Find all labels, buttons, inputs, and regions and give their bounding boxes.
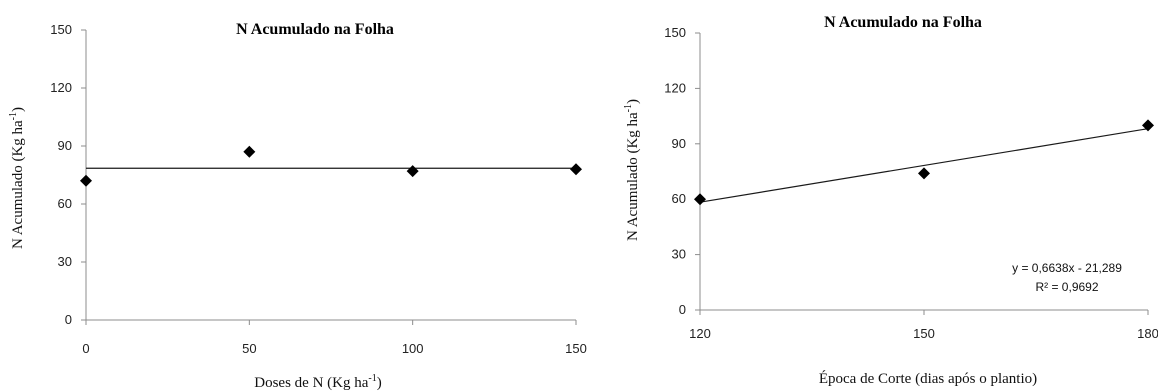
chart-right-x-axis-title: Época de Corte (dias após o plantio) — [819, 370, 1037, 387]
chart-right-ylabel-sup: -1 — [623, 104, 634, 112]
y-tick-label: 0 — [65, 312, 72, 327]
chart-right-y-axis-title: N Acumulado (Kg ha-1) — [623, 99, 641, 241]
chart-right-ylabel-main: N Acumulado (Kg ha — [625, 112, 641, 241]
chart-right-r-squared: R² = 0,9692 — [1035, 280, 1098, 294]
chart-left-title: N Acumulado na Folha — [236, 21, 394, 38]
y-tick-label: 120 — [664, 80, 686, 95]
chart-right-ylabel-end: ) — [625, 99, 641, 104]
y-tick-label: 30 — [672, 247, 686, 262]
x-tick-label: 150 — [565, 341, 587, 356]
chart-left-x-axis-title: Doses de N (Kg ha-1) — [254, 373, 381, 391]
chart-right-title: N Acumulado na Folha — [824, 14, 982, 31]
data-point-diamond — [918, 167, 930, 180]
chart-right-x-ticks: 120 150 180 — [689, 310, 1158, 341]
data-point-diamond — [406, 165, 419, 178]
y-tick-label: 150 — [664, 25, 686, 40]
chart-right: N Acumulado na Folha 0 30 60 90 120 150 120 15… — [623, 14, 1158, 387]
x-tick-label: 180 — [1137, 326, 1158, 341]
chart-left-ylabel-main: N Acumulado (Kg ha — [10, 120, 26, 249]
y-tick-label: 150 — [50, 22, 72, 37]
data-point-diamond — [570, 163, 582, 176]
y-tick-label: 120 — [50, 80, 72, 95]
chart-right-points — [694, 119, 1154, 206]
x-tick-label: 150 — [913, 326, 935, 341]
chart-left-ylabel-end: ) — [10, 107, 26, 112]
y-tick-label: 0 — [679, 302, 686, 317]
data-point-diamond — [1142, 119, 1154, 132]
chart-left-xlabel-main: Doses de N (Kg ha — [254, 375, 368, 391]
chart-right-y-ticks: 0 30 60 90 120 150 — [664, 25, 700, 317]
x-tick-label: 0 — [82, 341, 89, 356]
x-tick-label: 50 — [242, 341, 256, 356]
chart-left-y-axis-title: N Acumulado (Kg ha-1) — [8, 107, 26, 249]
chart-right-trendline — [699, 128, 1149, 203]
chart-left: N Acumulado na Folha 0 30 60 90 120 150 0 50 10… — [8, 21, 587, 391]
y-tick-label: 60 — [58, 196, 72, 211]
y-tick-label: 90 — [58, 138, 72, 153]
chart-right-equation: y = 0,6638x - 21,289 — [1012, 261, 1122, 275]
chart-left-xlabel-end: ) — [377, 375, 382, 391]
x-tick-label: 100 — [402, 341, 424, 356]
chart-left-ylabel-sup: -1 — [8, 112, 19, 120]
y-tick-label: 30 — [58, 254, 72, 269]
data-point-diamond — [694, 193, 706, 206]
x-tick-label: 120 — [689, 326, 711, 341]
y-tick-label: 60 — [672, 191, 686, 206]
data-point-diamond — [243, 145, 256, 158]
chart-left-xlabel-sup: -1 — [368, 373, 376, 384]
trendline — [699, 128, 1149, 203]
chart-left-x-ticks: 0 50 100 150 — [82, 320, 587, 356]
chart-left-y-ticks: 0 30 60 90 120 150 — [50, 22, 86, 327]
data-point-diamond — [80, 174, 92, 187]
y-tick-label: 90 — [672, 136, 686, 151]
chart-left-points — [80, 145, 582, 187]
